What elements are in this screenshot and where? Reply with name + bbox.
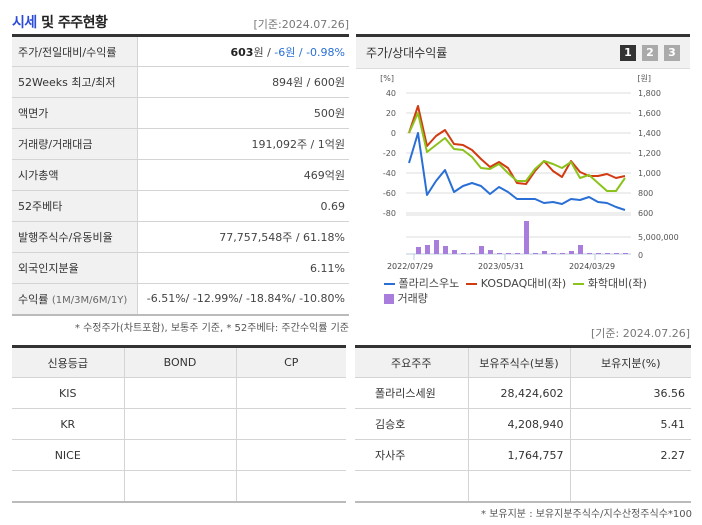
table-row: KR	[12, 408, 346, 440]
series-chemical	[408, 112, 626, 192]
legend-item-polaris[interactable]: 폴라리스우노	[384, 277, 459, 290]
row-value: 469억원	[137, 159, 349, 191]
row-value: -6.51%/ -12.99%/ -18.84%/ -10.80%	[137, 283, 349, 316]
row-label: 시가총액	[12, 159, 138, 191]
row-label: 액면가	[12, 97, 138, 129]
svg-text:-20: -20	[383, 149, 396, 158]
table-row: 52주베타 0.69	[12, 190, 349, 222]
svg-text:1,400: 1,400	[638, 129, 661, 138]
svg-text:1,800: 1,800	[638, 89, 661, 98]
table-row	[12, 470, 346, 503]
chart-tabs: 1 2 3	[620, 44, 680, 61]
holders-base-date: [기준: 2024.07.26]	[590, 327, 690, 340]
table-row	[355, 470, 691, 503]
right-axis-ticks: 1,800 1,600 1,400 1,200 1,000 800 600 5,…	[638, 89, 679, 260]
chart-title: 주가/상대수익률	[366, 46, 448, 60]
chart-panel: 주가/상대수익률 1 2 3	[356, 34, 690, 314]
table-row: 거래량/거래대금 191,092주 / 1억원	[12, 128, 349, 160]
table-row: NICE	[12, 439, 346, 471]
base-date: [기준:2024.07.26]	[253, 18, 349, 31]
row-value: 500원	[137, 97, 349, 129]
volume-bars	[416, 221, 628, 254]
svg-text:2023/05/31: 2023/05/31	[478, 262, 524, 271]
right-axis-unit: [원]	[637, 74, 651, 83]
table-row: 52Weeks 최고/최저 894원 / 600원	[12, 66, 349, 98]
svg-text:20: 20	[386, 109, 396, 118]
svg-text:1,200: 1,200	[638, 149, 661, 158]
svg-text:-80: -80	[383, 209, 396, 218]
row-value: 894원 / 600원	[137, 66, 349, 98]
left-axis-ticks: 40 20 0 -20 -40 -60 -80	[383, 89, 396, 218]
table-row: 주가/전일대비/수익률 603원 / -6원 / -0.98%	[12, 35, 349, 67]
x-axis-ticks: 2022/07/29 2023/05/31 2024/03/29	[387, 262, 615, 271]
svg-text:800: 800	[638, 189, 653, 198]
svg-text:2024/03/29: 2024/03/29	[569, 262, 615, 271]
gridlines	[406, 92, 631, 260]
svg-text:5,000,000: 5,000,000	[638, 233, 679, 242]
left-axis-unit: [%]	[380, 74, 394, 83]
row-label: 52Weeks 최고/최저	[12, 66, 138, 98]
chart-tab-1[interactable]: 1	[620, 44, 636, 61]
holders-footnote: * 보유지분 : 보유지분주식수/지수산정주식수*100	[481, 509, 692, 520]
svg-text:1,600: 1,600	[638, 109, 661, 118]
svg-text:-40: -40	[383, 169, 396, 178]
table-row: 김승호 4,208,940 5.41	[355, 408, 691, 440]
table-row: 자사주 1,764,757 2.27	[355, 439, 691, 471]
svg-text:40: 40	[386, 89, 396, 98]
table-row: 폴라리스세원 28,424,602 36.56	[355, 377, 691, 409]
row-value: 603원 / -6원 / -0.98%	[137, 35, 349, 67]
row-label: 52주베타	[12, 190, 138, 222]
table-row: 수익률 (1M/3M/6M/1Y) -6.51%/ -12.99%/ -18.8…	[12, 283, 349, 316]
table-row: 외국인지분율 6.11%	[12, 252, 349, 284]
row-label: 외국인지분율	[12, 252, 138, 284]
table-header-row: 주요주주 보유주식수(보통) 보유지분(%)	[355, 346, 691, 378]
credit-rating-table: 신용등급 BOND CP KIS KR NICE	[12, 345, 346, 503]
price-info-table: 주가/전일대비/수익률 603원 / -6원 / -0.98% 52Weeks …	[12, 34, 349, 316]
row-label: 발행주식수/유동비율	[12, 221, 138, 253]
table-row: 발행주식수/유동비율 77,757,548주 / 61.18%	[12, 221, 349, 253]
chart-tab-3[interactable]: 3	[664, 44, 680, 61]
svg-text:-60: -60	[383, 189, 396, 198]
chart-header: 주가/상대수익률 1 2 3	[356, 37, 690, 69]
table-row: 시가총액 469억원	[12, 159, 349, 191]
chart-legend: 폴라리스우노 KOSDAQ대비(좌) 화학대비(좌) 거래량	[384, 276, 684, 306]
table-header-row: 신용등급 BOND CP	[12, 346, 346, 378]
major-shareholders-table: 주요주주 보유주식수(보통) 보유지분(%) 폴라리스세원 28,424,602 3…	[355, 345, 691, 503]
row-value: 191,092주 / 1억원	[137, 128, 349, 160]
row-label: 주가/전일대비/수익률	[12, 35, 138, 67]
row-value: 77,757,548주 / 61.18%	[137, 221, 349, 253]
svg-text:600: 600	[638, 209, 653, 218]
svg-text:1,000: 1,000	[638, 169, 661, 178]
row-label: 거래량/거래대금	[12, 128, 138, 160]
page-title: 시세 및 주주현황	[12, 15, 108, 31]
row-value: 0.69	[137, 190, 349, 222]
price-chart: [%] [원] 40 20 0 -20 -40 -60 -80 1,800 1,…	[380, 74, 679, 271]
info-footnote: * 수정주가(차트포함), 보통주 기준, * 52주베타: 주간수익률 기준	[74, 323, 349, 334]
svg-text:0: 0	[391, 129, 396, 138]
svg-text:2022/07/29: 2022/07/29	[387, 262, 433, 271]
table-row: 액면가 500원	[12, 97, 349, 129]
series-kosdaq	[408, 105, 626, 185]
legend-item-chemical[interactable]: 화학대비(좌)	[573, 277, 647, 290]
legend-item-volume[interactable]: 거래량	[384, 292, 428, 305]
table-row: KIS	[12, 377, 346, 409]
chart-tab-2[interactable]: 2	[642, 44, 658, 61]
row-label: 수익률 (1M/3M/6M/1Y)	[12, 283, 138, 316]
series-polaris	[408, 132, 626, 211]
row-value: 6.11%	[137, 252, 349, 284]
svg-text:0: 0	[638, 251, 643, 260]
legend-item-kosdaq[interactable]: KOSDAQ대비(좌)	[466, 277, 566, 290]
